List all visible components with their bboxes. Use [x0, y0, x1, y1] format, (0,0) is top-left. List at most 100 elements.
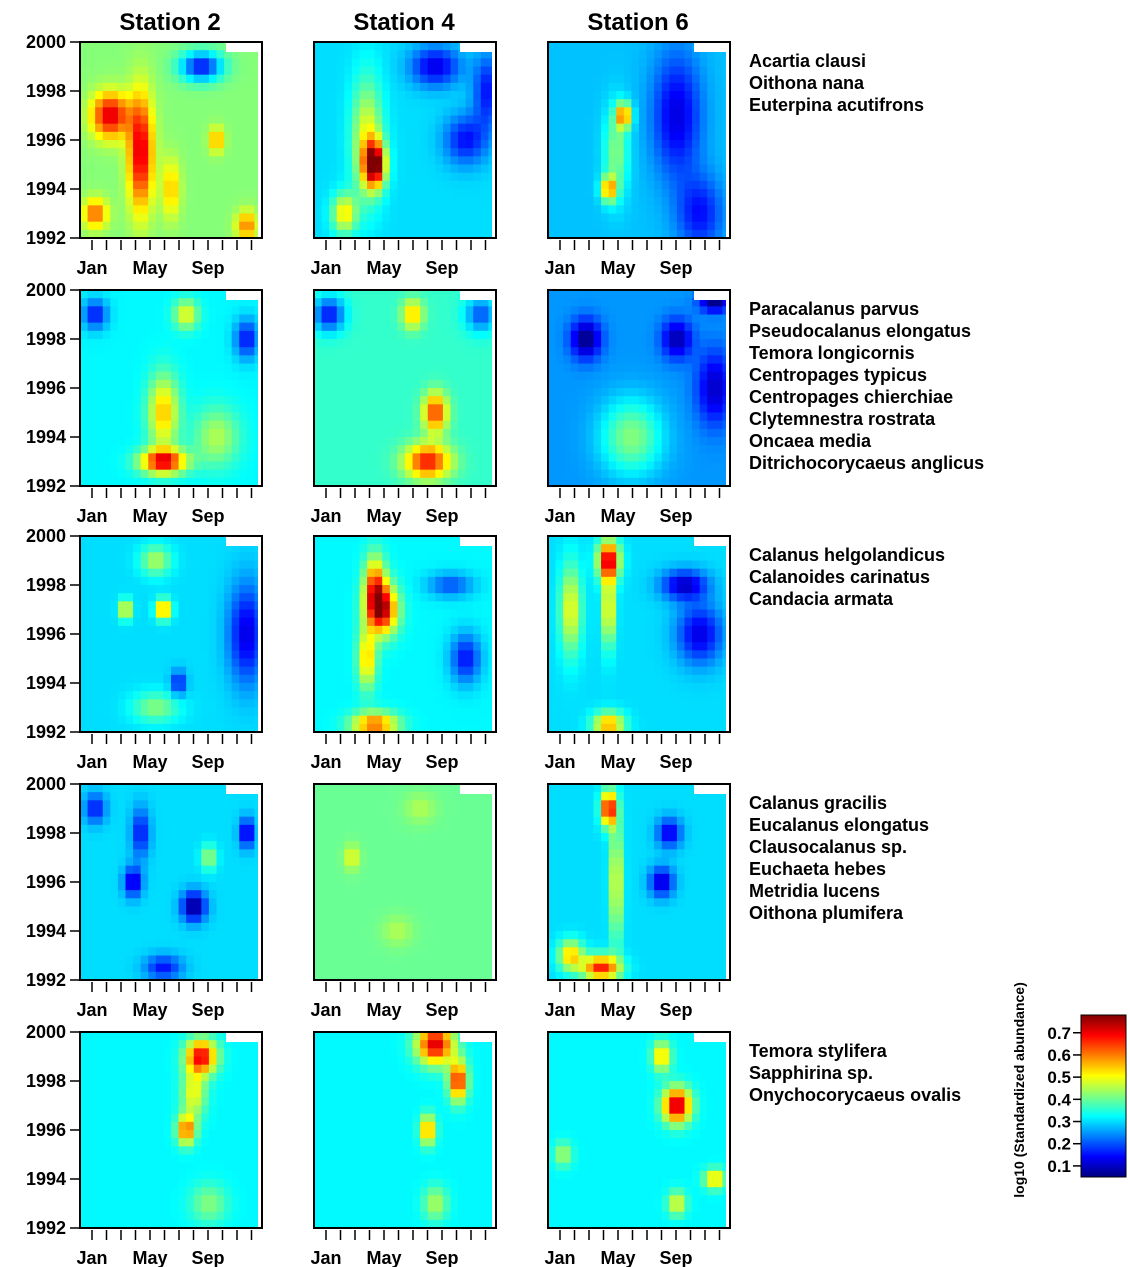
- heatmap-cell: [186, 544, 195, 553]
- heatmap-cell: [631, 314, 640, 324]
- heatmap-cell: [87, 699, 96, 709]
- heatmap-cell: [405, 197, 414, 206]
- heatmap-cell: [344, 371, 353, 381]
- heatmap-cell: [224, 650, 233, 660]
- heatmap-cell: [435, 477, 444, 486]
- heatmap-cell: [707, 221, 716, 231]
- heatmap-cell: [374, 115, 383, 125]
- heatmap-cell: [148, 298, 157, 307]
- heatmap-cell: [208, 477, 218, 486]
- heatmap-cell: [163, 298, 172, 307]
- heatmap-cell: [133, 560, 142, 570]
- heatmap-cell: [133, 140, 142, 149]
- heatmap-cell: [714, 330, 724, 340]
- heatmap-cell: [616, 172, 625, 182]
- heatmap-cell: [397, 453, 406, 463]
- heatmap-cell: [442, 379, 452, 389]
- heatmap-cell: [155, 330, 165, 340]
- heatmap-cell: [420, 355, 429, 365]
- heatmap-cell: [171, 115, 180, 125]
- heatmap-cell: [125, 172, 134, 182]
- heatmap-cell: [216, 609, 225, 619]
- heatmap-cell: [480, 180, 490, 190]
- heatmap-cell: [548, 66, 557, 76]
- heatmap-cell: [367, 609, 376, 619]
- heatmap-cell: [186, 229, 195, 238]
- heatmap-cell: [351, 477, 361, 486]
- heatmap-cell: [480, 617, 490, 627]
- heatmap-cell: [593, 91, 602, 100]
- heatmap-panel: Jan May Sep: [310, 41, 497, 278]
- heatmap-cell: [405, 691, 414, 700]
- heatmap-cell: [570, 715, 579, 725]
- heatmap-cell: [593, 290, 602, 299]
- heatmap-cell: [578, 371, 587, 381]
- heatmap-cell: [321, 355, 330, 365]
- heatmap-cell: [397, 437, 406, 446]
- heatmap-cell: [616, 131, 625, 141]
- heatmap-cell: [224, 674, 233, 684]
- heatmap-cell: [676, 213, 686, 223]
- heatmap-cell: [344, 99, 353, 108]
- heatmap-cell: [140, 99, 149, 108]
- heatmap-cell: [246, 347, 256, 356]
- heatmap-cell: [336, 576, 345, 586]
- heatmap-cell: [480, 355, 490, 365]
- heatmap-cell: [224, 107, 233, 117]
- heatmap-cell: [367, 91, 376, 100]
- heatmap-cell: [442, 715, 452, 725]
- heatmap-cell: [601, 371, 610, 381]
- heatmap-cell: [329, 428, 338, 438]
- heatmap-cell: [450, 172, 459, 182]
- heatmap-cell: [570, 213, 579, 223]
- heatmap-cell: [95, 552, 104, 562]
- heatmap-cell: [163, 666, 172, 676]
- heatmap-cell: [140, 412, 149, 422]
- heatmap-cell: [405, 355, 414, 365]
- heatmap-cell: [155, 428, 165, 438]
- heatmap-cell: [186, 355, 195, 365]
- heatmap-cell: [631, 221, 640, 231]
- heatmap-cell: [563, 461, 572, 471]
- heatmap-cell: [699, 404, 708, 414]
- heatmap-cell: [344, 437, 353, 446]
- heatmap-cell: [171, 148, 180, 157]
- heatmap-cell: [239, 388, 248, 397]
- heatmap-cell: [692, 229, 701, 238]
- heatmap-cell: [608, 544, 617, 553]
- heatmap-cell: [699, 180, 708, 190]
- heatmap-cell: [435, 707, 444, 717]
- heatmap-cell: [646, 445, 655, 454]
- heatmap-cell: [473, 189, 482, 198]
- heatmap-cell: [336, 290, 345, 299]
- heatmap-cell: [601, 205, 610, 215]
- heatmap-cell: [631, 396, 640, 405]
- heatmap-cell: [95, 715, 104, 725]
- heatmap-cell: [563, 388, 572, 397]
- heatmap-cell: [585, 66, 595, 76]
- heatmap-cell: [87, 290, 96, 299]
- heatmap-cell: [329, 91, 338, 100]
- heatmap-cell: [435, 189, 444, 198]
- heatmap-cell: [171, 189, 180, 198]
- heatmap-cell: [193, 131, 202, 141]
- heatmap-cell: [171, 650, 180, 660]
- heatmap-cell: [389, 74, 399, 84]
- heatmap-cell: [95, 189, 104, 198]
- heatmap-cell: [412, 544, 421, 553]
- heatmap-cell: [480, 189, 490, 198]
- heatmap-cell: [699, 469, 708, 479]
- heatmap-cell: [163, 379, 172, 389]
- heatmap-cell: [374, 213, 383, 223]
- heatmap-cell: [336, 445, 345, 454]
- heatmap-cell: [239, 322, 248, 332]
- heatmap-cell: [224, 363, 233, 373]
- heatmap-cell: [216, 330, 225, 340]
- heatmap-cell: [186, 213, 195, 223]
- heatmap-cell: [329, 625, 338, 635]
- heatmap-cell: [412, 314, 421, 324]
- heatmap-cell: [125, 723, 134, 732]
- heatmap-cell: [110, 568, 119, 578]
- heatmap-cell: [155, 290, 165, 299]
- heatmap-cell: [669, 306, 678, 316]
